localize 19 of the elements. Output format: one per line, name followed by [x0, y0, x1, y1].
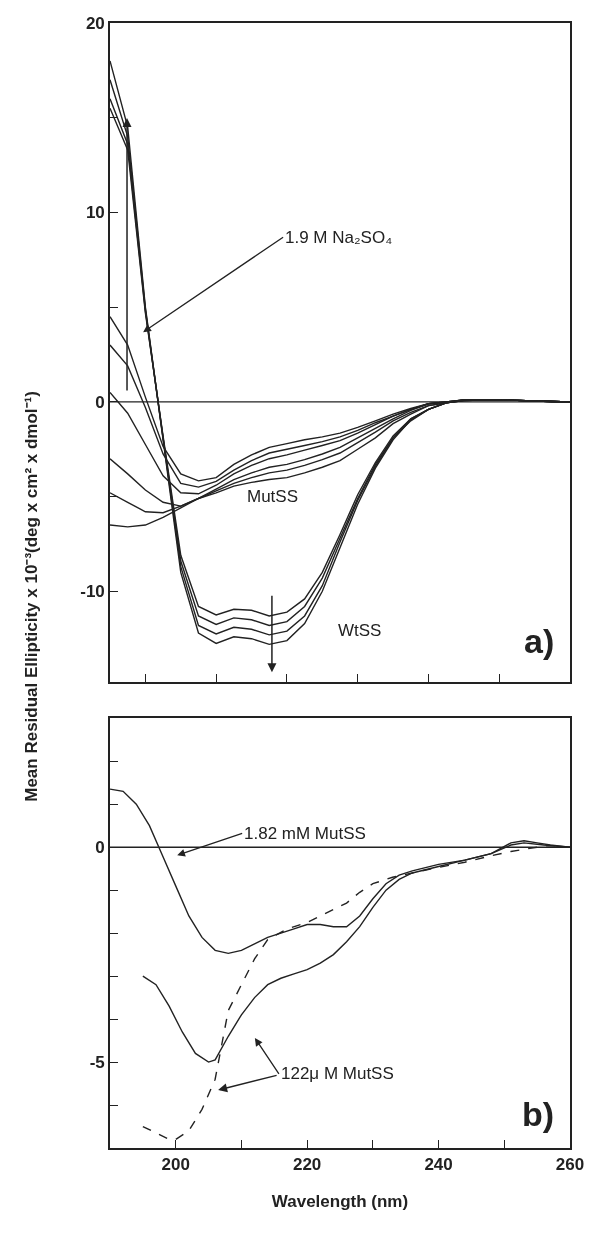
x-tick-label: 200 [161, 1155, 190, 1175]
x-tick-label: 220 [292, 1155, 322, 1175]
annotation: b) [522, 1095, 555, 1133]
annotation: 122μ M MutSS [281, 1064, 394, 1083]
y-tick-label: 0 [95, 392, 105, 412]
y-tick-label: -10 [80, 582, 105, 602]
annotation: 1.9 M Na₂SO₄ [285, 228, 393, 247]
y-tick-label: 10 [85, 203, 105, 223]
y-axis-title: Mean Residual Ellipticity x 10⁻³(deg x cm² x dmol⁻¹) [22, 391, 42, 802]
y-tick-label: 20 [85, 13, 105, 33]
annotation: MutSS [247, 487, 299, 506]
annotation: 1.82 mM MutSS [244, 824, 366, 843]
x-axis-title: Wavelength (nm) [271, 1192, 409, 1212]
y-tick-label: -5 [89, 1053, 105, 1072]
annotation: WtSS [338, 621, 382, 640]
x-tick-label: 240 [424, 1155, 453, 1175]
annotation: a) [524, 622, 555, 660]
x-tick-label: 260 [555, 1155, 585, 1175]
y-tick-label: 0 [95, 838, 105, 858]
